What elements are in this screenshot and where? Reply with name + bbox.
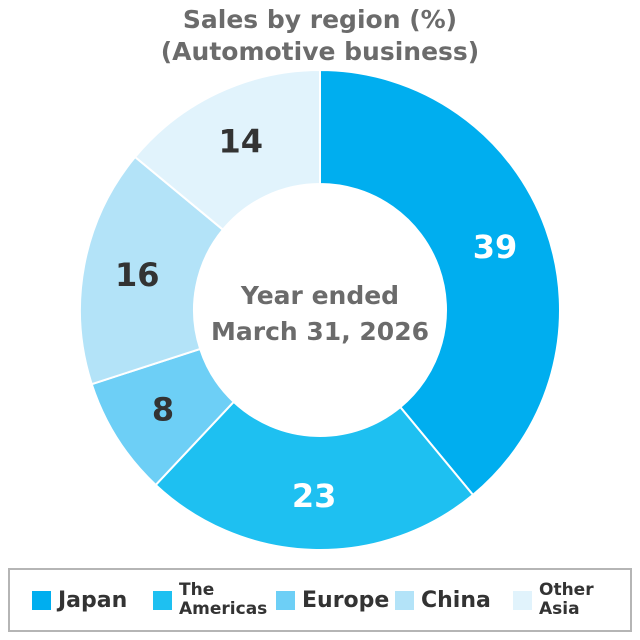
- legend-swatch-the-americas: [153, 590, 172, 610]
- legend-swatch-japan: [32, 590, 51, 610]
- legend-swatch-china: [395, 590, 414, 610]
- legend-item-the-americas: The Americas: [153, 570, 267, 630]
- legend-label-the-americas-line-2: Americas: [179, 599, 268, 619]
- donut-chart: 39 23 8 16 14 Year ended March 31, 2026: [79, 68, 561, 551]
- legend-label-the-americas: The Americas: [179, 581, 267, 619]
- legend-label-china: China: [421, 587, 491, 613]
- slice-value-label-other-asia: 14: [219, 123, 264, 161]
- legend-item-europe: Europe: [276, 570, 389, 630]
- legend-item-japan: Japan: [32, 570, 127, 630]
- legend-label-japan: Japan: [58, 587, 128, 613]
- legend-item-china: China: [395, 570, 491, 630]
- legend-swatch-europe: [276, 590, 295, 610]
- legend-label-other-asia-line-2: Asia: [539, 599, 580, 619]
- legend-label-the-americas-line-1: The: [179, 580, 215, 600]
- donut-slice-labels: 39 23 8 16 14: [115, 123, 517, 515]
- legend-label-other-asia: Other Asia: [539, 581, 594, 619]
- slice-value-label-china: 16: [115, 256, 160, 294]
- slice-value-label-the-americas: 23: [292, 477, 337, 515]
- donut-slice-china: [79, 155, 225, 386]
- legend-item-other-asia: Other Asia: [513, 570, 594, 630]
- chart-title-line-1: Sales by region (%): [182, 5, 458, 34]
- chart-title-line-2: (Automotive business): [160, 37, 480, 66]
- donut-slice-japan: [319, 68, 561, 497]
- donut-slice-other-asia: [133, 68, 321, 232]
- legend: Japan The Americas Europe China Other As…: [8, 568, 632, 632]
- slice-value-label-europe: 8: [152, 391, 174, 429]
- slice-value-label-japan: 39: [473, 228, 518, 266]
- legend-swatch-other-asia: [513, 590, 532, 610]
- donut-slices: [79, 68, 561, 551]
- chart-title: Sales by region (%) (Automotive business…: [0, 4, 640, 68]
- legend-label-europe: Europe: [302, 587, 390, 613]
- center-label-line-2: March 31, 2026: [211, 317, 429, 346]
- donut-slice-the-americas: [154, 400, 475, 551]
- legend-label-other-asia-line-1: Other: [539, 580, 594, 600]
- center-label-line-1: Year ended: [240, 281, 399, 310]
